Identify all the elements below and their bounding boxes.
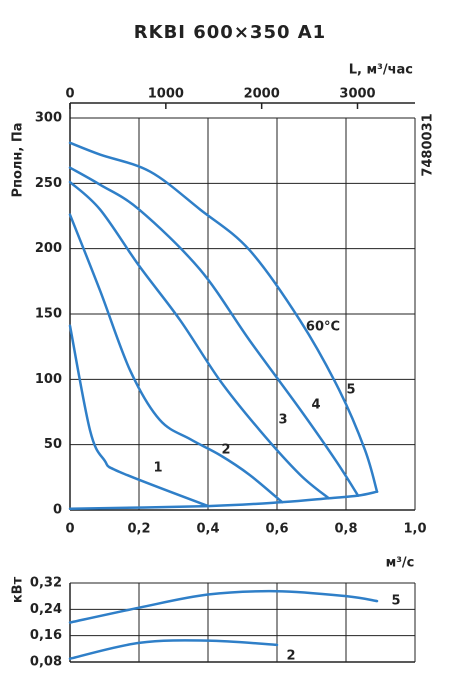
curve-label: 1 [153,461,162,476]
chart-title: RKBI 600×350 A1 [134,22,326,43]
curve-label: 2 [286,649,295,664]
y-tick-label: 0,08 [30,655,62,670]
model-code: 7480031 [421,113,436,176]
curve-label: 3 [278,413,287,428]
top-axis-label: L, м³/час [349,63,413,78]
curve [68,141,379,493]
annotation: 60°C [306,320,340,335]
x-tick-label: 1,0 [403,522,426,537]
top-tick-label: 0 [65,87,74,102]
top-tick-label: 1000 [148,87,184,102]
curve-label: 5 [346,383,355,398]
y-tick-label: 0,16 [30,628,62,643]
x-tick-label: 0,2 [127,522,150,537]
curve-label: 2 [221,443,230,458]
x-tick-label: 0,8 [334,522,357,537]
curve [68,166,360,497]
y-tick-label: 250 [35,176,62,191]
curve [68,589,379,624]
curve [68,213,284,504]
y-tick-label: 200 [35,241,62,256]
x-tick-label: 0,4 [196,522,219,537]
curve [68,180,330,500]
curve [68,639,279,660]
y-axis-label: Pполн, Па [11,122,26,197]
curve-label: 4 [311,398,320,413]
curve-label: 5 [391,594,400,609]
y-tick-label: 100 [35,372,62,387]
x-tick-label: 0 [65,522,74,537]
y-axis-label: кВт [11,576,26,603]
x-tick-label: 0,6 [265,522,288,537]
top-tick-label: 2000 [244,87,280,102]
y-tick-label: 300 [35,111,62,126]
y-tick-label: 0 [53,503,62,518]
x-axis-label: м³/с [386,556,415,571]
y-tick-label: 150 [35,307,62,322]
y-tick-label: 50 [44,437,62,452]
y-tick-label: 0,32 [30,576,62,591]
curve [68,324,210,508]
curve [68,490,379,510]
top-tick-label: 3000 [339,87,375,102]
y-tick-label: 0,24 [30,602,62,617]
